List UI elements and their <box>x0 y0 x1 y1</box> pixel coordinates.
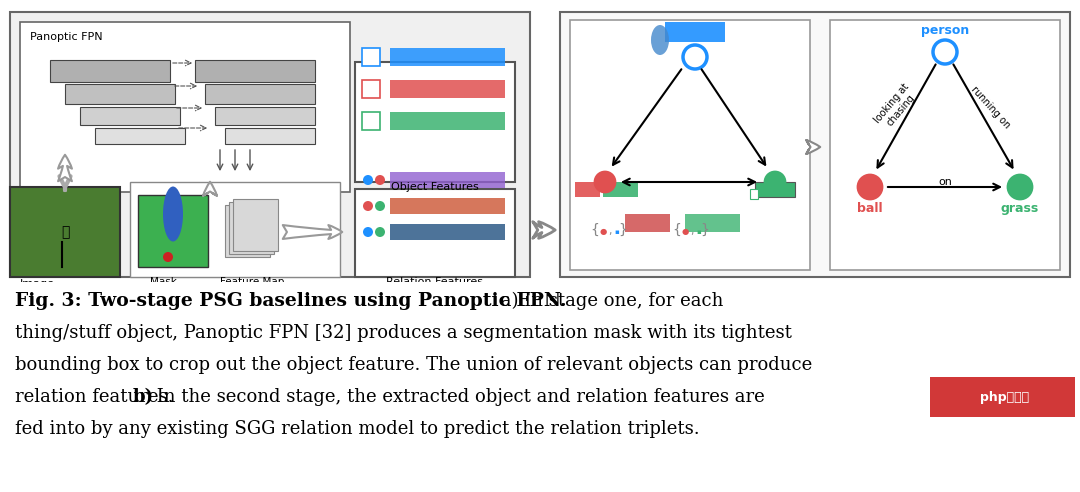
Bar <box>130 182 340 277</box>
Circle shape <box>375 227 384 237</box>
Circle shape <box>375 175 384 185</box>
Bar <box>390 172 505 188</box>
Text: {: { <box>590 223 599 237</box>
Text: grass: grass <box>1001 202 1039 215</box>
Circle shape <box>363 175 373 185</box>
Text: (b) Stage-2: Scene Graph Prediction: (b) Stage-2: Scene Graph Prediction <box>667 282 949 296</box>
Text: looking at
chasing: looking at chasing <box>873 82 920 132</box>
Text: on: on <box>939 177 951 187</box>
Text: }: } <box>700 223 708 237</box>
Bar <box>233 199 278 251</box>
Bar <box>195 60 315 82</box>
Text: person: person <box>921 24 969 37</box>
Bar <box>80 107 180 125</box>
Bar <box>570 20 810 270</box>
Bar <box>390 112 505 130</box>
Bar <box>138 195 208 267</box>
Circle shape <box>595 172 615 192</box>
Text: {: { <box>672 223 680 237</box>
Ellipse shape <box>163 186 183 242</box>
Circle shape <box>363 201 373 211</box>
Bar <box>665 22 725 42</box>
Circle shape <box>858 175 882 199</box>
Text: a) In stage one, for each: a) In stage one, for each <box>495 292 724 310</box>
Text: relation features.: relation features. <box>15 388 179 406</box>
Bar <box>225 205 270 257</box>
Bar <box>755 182 795 197</box>
Text: ▪: ▪ <box>696 229 701 235</box>
Bar <box>561 12 1070 277</box>
Text: Image: Image <box>21 279 55 289</box>
Text: ▪: ▪ <box>615 229 619 235</box>
Text: ●: ● <box>600 227 607 236</box>
Bar <box>95 128 185 144</box>
Text: Panoptic FPN: Panoptic FPN <box>30 32 103 42</box>
Text: Object Features: Object Features <box>391 182 478 192</box>
Text: bounding box to crop out the object feature. The union of relevant objects can p: bounding box to crop out the object feat… <box>15 356 812 374</box>
Text: b): b) <box>133 388 154 406</box>
Text: ,: , <box>690 226 693 236</box>
Bar <box>50 60 170 82</box>
Bar <box>625 214 670 232</box>
Text: Fig. 3: Two-stage PSG baselines using Panoptic FPN.: Fig. 3: Two-stage PSG baselines using Pa… <box>15 292 566 310</box>
Bar <box>390 80 505 98</box>
Text: ball: ball <box>858 202 882 215</box>
Text: ⚽: ⚽ <box>60 225 69 239</box>
Bar <box>0 282 1080 492</box>
Text: }: } <box>618 223 626 237</box>
Text: thing/stuff object, Panoptic FPN [32] produces a segmentation mask with its tigh: thing/stuff object, Panoptic FPN [32] pr… <box>15 324 792 342</box>
Bar <box>362 48 380 66</box>
Circle shape <box>933 40 957 64</box>
Text: Mask: Mask <box>149 277 176 287</box>
Circle shape <box>163 252 173 262</box>
Bar <box>355 189 515 277</box>
Text: running on: running on <box>969 84 1012 130</box>
Text: ●: ● <box>681 227 689 236</box>
Bar <box>603 182 638 197</box>
Text: (a) Stage-1: Segment Feature Extractor: (a) Stage-1: Segment Feature Extractor <box>116 282 424 296</box>
Bar <box>390 224 505 240</box>
Bar <box>215 107 315 125</box>
Bar <box>750 189 758 199</box>
Circle shape <box>375 201 384 211</box>
Text: fed into by any existing SGG relation model to predict the relation triplets.: fed into by any existing SGG relation mo… <box>15 420 700 438</box>
Bar <box>831 20 1059 270</box>
Bar <box>362 112 380 130</box>
Bar <box>205 84 315 104</box>
Text: thing/stuff object, Panoptic FPN: thing/stuff object, Panoptic FPN <box>15 324 314 342</box>
Circle shape <box>765 172 785 192</box>
Bar <box>65 84 175 104</box>
Text: php中文网: php中文网 <box>981 391 1029 403</box>
Circle shape <box>1008 175 1032 199</box>
Circle shape <box>683 45 707 69</box>
Bar <box>10 187 120 277</box>
Bar <box>390 48 505 66</box>
Bar <box>21 22 350 192</box>
Text: Feature Map: Feature Map <box>220 277 284 287</box>
Bar <box>390 198 505 214</box>
Bar <box>930 377 1075 417</box>
Ellipse shape <box>651 25 669 55</box>
Bar <box>575 182 600 197</box>
Bar <box>685 214 740 232</box>
Bar <box>362 80 380 98</box>
Bar <box>10 12 530 277</box>
Text: In the second stage, the extracted object and relation features are: In the second stage, the extracted objec… <box>151 388 765 406</box>
Bar <box>355 62 515 182</box>
Text: Relation Features: Relation Features <box>387 277 484 287</box>
Bar <box>229 202 274 254</box>
Text: ,: , <box>608 226 611 236</box>
Bar <box>225 128 315 144</box>
Circle shape <box>363 227 373 237</box>
